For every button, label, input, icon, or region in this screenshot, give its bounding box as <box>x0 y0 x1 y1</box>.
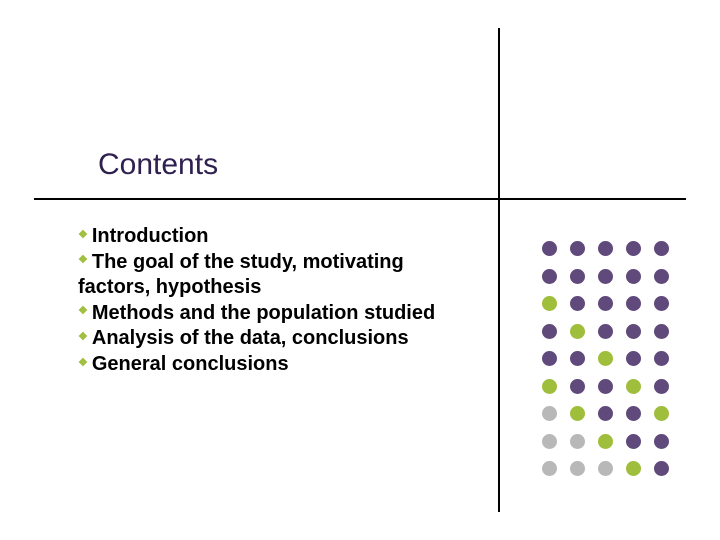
dot-icon <box>654 296 669 311</box>
list-item-text: General conclusions <box>92 353 289 375</box>
list-item-text: Analysis of the data, conclusions <box>92 327 409 349</box>
dot-row <box>542 429 692 457</box>
dot-row <box>542 236 692 264</box>
dot-icon <box>598 406 613 421</box>
diamond-bullet-icon: ❖ <box>78 356 88 370</box>
decorative-dot-grid <box>542 236 692 484</box>
dot-icon <box>570 351 585 366</box>
dot-icon <box>626 296 641 311</box>
list-item-text: Methods and the population studied <box>92 302 435 324</box>
dot-row <box>542 456 692 484</box>
dot-icon <box>542 351 557 366</box>
dot-icon <box>570 269 585 284</box>
dot-icon <box>654 351 669 366</box>
dot-icon <box>542 324 557 339</box>
dot-icon <box>626 379 641 394</box>
dot-icon <box>542 269 557 284</box>
list-item: ❖ Methods and the population studied <box>78 301 474 327</box>
dot-icon <box>626 434 641 449</box>
dot-row <box>542 374 692 402</box>
dot-row <box>542 264 692 292</box>
dot-icon <box>598 351 613 366</box>
vertical-divider <box>498 28 500 512</box>
dot-icon <box>542 434 557 449</box>
dot-icon <box>654 379 669 394</box>
dot-icon <box>654 269 669 284</box>
dot-icon <box>570 324 585 339</box>
dot-icon <box>542 461 557 476</box>
dot-icon <box>570 461 585 476</box>
list-item-text: Introduction <box>92 225 209 247</box>
dot-icon <box>626 241 641 256</box>
slide-title: Contents <box>98 148 218 182</box>
dot-icon <box>542 406 557 421</box>
dot-icon <box>626 269 641 284</box>
dot-icon <box>598 269 613 284</box>
dot-icon <box>654 434 669 449</box>
list-item: ❖ General conclusions <box>78 352 474 378</box>
dot-row <box>542 319 692 347</box>
dot-icon <box>570 296 585 311</box>
dot-icon <box>598 379 613 394</box>
dot-icon <box>598 461 613 476</box>
dot-icon <box>626 324 641 339</box>
dot-icon <box>626 461 641 476</box>
dot-row <box>542 401 692 429</box>
diamond-bullet-icon: ❖ <box>78 253 88 267</box>
dot-row <box>542 291 692 319</box>
list-item: ❖The goal of the study, motivating facto… <box>78 250 474 301</box>
dot-icon <box>542 379 557 394</box>
dot-icon <box>654 461 669 476</box>
dot-icon <box>626 406 641 421</box>
dot-icon <box>570 406 585 421</box>
dot-icon <box>654 324 669 339</box>
dot-icon <box>654 241 669 256</box>
dot-icon <box>598 296 613 311</box>
dot-icon <box>626 351 641 366</box>
dot-icon <box>570 379 585 394</box>
horizontal-divider <box>34 198 686 200</box>
list-item: ❖ Introduction <box>78 224 474 250</box>
dot-icon <box>598 241 613 256</box>
list-item-text: The goal of the study, motivating factor… <box>78 251 404 299</box>
content-list: ❖Introduction ❖The goal of the study, mo… <box>78 224 474 378</box>
list-item: ❖ Analysis of the data, conclusions <box>78 326 474 352</box>
diamond-bullet-icon: ❖ <box>78 304 88 318</box>
dot-icon <box>570 241 585 256</box>
dot-icon <box>570 434 585 449</box>
dot-icon <box>542 241 557 256</box>
dot-icon <box>598 434 613 449</box>
dot-icon <box>654 406 669 421</box>
dot-icon <box>598 324 613 339</box>
diamond-bullet-icon: ❖ <box>78 330 88 344</box>
dot-icon <box>542 296 557 311</box>
diamond-bullet-icon: ❖ <box>78 228 88 242</box>
dot-row <box>542 346 692 374</box>
slide: Contents ❖Introduction ❖The goal of the … <box>0 0 720 540</box>
